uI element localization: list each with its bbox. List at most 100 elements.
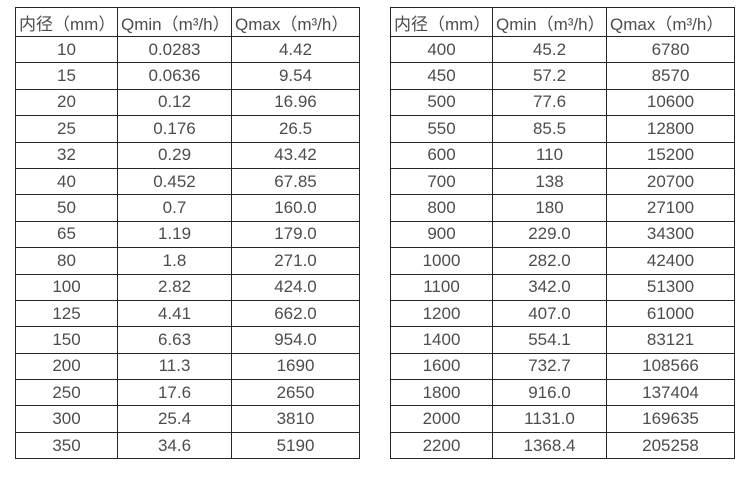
- table-cell: 300: [15, 405, 118, 433]
- table-row: 400 45.2 6780: [390, 35, 735, 64]
- table-cell: 137404: [606, 379, 735, 407]
- table-cell: 662.0: [231, 299, 360, 328]
- table-cell: 25: [15, 115, 118, 143]
- table-cell: 20: [15, 88, 118, 117]
- table-cell: 350: [15, 431, 118, 460]
- table-cell: 43.42: [231, 141, 360, 169]
- table-cell: 554.1: [492, 326, 607, 354]
- table-cell: 6780: [606, 35, 735, 64]
- table-cell: 0.0283: [117, 35, 232, 64]
- table-cell: 271.0: [231, 247, 360, 275]
- table-row: 20 0.12 16.96: [15, 88, 360, 117]
- table-cell: 400: [390, 35, 493, 64]
- table-row: 1800 916.0 137404: [390, 379, 735, 407]
- table-row: 125 4.41 662.0: [15, 299, 360, 328]
- table-cell: 954.0: [231, 326, 360, 354]
- table-cell: 900: [390, 220, 493, 249]
- table-cell: 50: [15, 194, 118, 222]
- table-row: 40 0.452 67.85: [15, 167, 360, 196]
- table-row: 25 0.176 26.5: [15, 115, 360, 143]
- table-cell: 1600: [390, 352, 493, 381]
- flow-table-small-diameters: 内径（mm） Qmin（m³/h） Qmax（m³/h） 10 0.0283 4.4…: [15, 7, 360, 460]
- table-cell: 600: [390, 141, 493, 169]
- table-row: 150 6.63 954.0: [15, 326, 360, 354]
- table-row: 80 1.8 271.0: [15, 247, 360, 275]
- table-cell: 450: [390, 62, 493, 90]
- table-cell: 10: [15, 35, 118, 64]
- table-cell: 110: [492, 141, 607, 169]
- table-cell: 17.6: [117, 379, 232, 407]
- table-cell: 700: [390, 167, 493, 196]
- table-cell: 4.41: [117, 299, 232, 328]
- table-row: 450 57.2 8570: [390, 62, 735, 90]
- table-row: 900 229.0 34300: [390, 220, 735, 249]
- table-row: 1000 282.0 42400: [390, 247, 735, 275]
- table-row: 800 180 27100: [390, 194, 735, 222]
- table-cell: 1690: [231, 352, 360, 381]
- table-cell: 25.4: [117, 405, 232, 433]
- table-row: 10 0.0283 4.42: [15, 35, 360, 64]
- table-cell: 2.82: [117, 273, 232, 301]
- table-cell: 5190: [231, 431, 360, 460]
- table-cell: 1000: [390, 247, 493, 275]
- table-cell: 65: [15, 220, 118, 249]
- table-cell: 83121: [606, 326, 735, 354]
- table-cell: 0.7: [117, 194, 232, 222]
- table-cell: 550: [390, 115, 493, 143]
- table-row: 100 2.82 424.0: [15, 273, 360, 301]
- table-cell: 229.0: [492, 220, 607, 249]
- table-cell: 800: [390, 194, 493, 222]
- header-row: 内径（mm） Qmin（m³/h） Qmax（m³/h）: [390, 7, 735, 37]
- table-cell: 9.54: [231, 62, 360, 90]
- table-row: 250 17.6 2650: [15, 379, 360, 407]
- table-row: 700 138 20700: [390, 167, 735, 196]
- table-cell: 34.6: [117, 431, 232, 460]
- table-cell: 1131.0: [492, 405, 607, 433]
- table-cell: 12800: [606, 115, 735, 143]
- table-cell: 0.0636: [117, 62, 232, 90]
- table-row: 2000 1131.0 169635: [390, 405, 735, 433]
- table-cell: 42400: [606, 247, 735, 275]
- table-cell: 125: [15, 299, 118, 328]
- table-cell: 15: [15, 62, 118, 90]
- table-cell: 732.7: [492, 352, 607, 381]
- table-cell: 34300: [606, 220, 735, 249]
- table-cell: 180: [492, 194, 607, 222]
- col-header-qmax: Qmax（m³/h）: [606, 7, 735, 37]
- table-cell: 1.8: [117, 247, 232, 275]
- table-cell: 916.0: [492, 379, 607, 407]
- table-row: 1600 732.7 108566: [390, 352, 735, 381]
- table-row: 2200 1368.4 205258: [390, 431, 735, 460]
- table-cell: 407.0: [492, 299, 607, 328]
- col-header-diameter: 内径（mm）: [390, 7, 493, 37]
- table-cell: 77.6: [492, 88, 607, 117]
- table-row: 300 25.4 3810: [15, 405, 360, 433]
- table-row: 50 0.7 160.0: [15, 194, 360, 222]
- table-cell: 1.19: [117, 220, 232, 249]
- table-cell: 2650: [231, 379, 360, 407]
- table-cell: 0.29: [117, 141, 232, 169]
- table-cell: 40: [15, 167, 118, 196]
- table-row: 600 110 15200: [390, 141, 735, 169]
- table-cell: 11.3: [117, 352, 232, 381]
- table-cell: 500: [390, 88, 493, 117]
- col-header-diameter: 内径（mm）: [15, 7, 118, 37]
- col-header-qmin: Qmin（m³/h）: [492, 7, 607, 37]
- table-cell: 45.2: [492, 35, 607, 64]
- table-cell: 26.5: [231, 115, 360, 143]
- table-row: 550 85.5 12800: [390, 115, 735, 143]
- table-row: 1100 342.0 51300: [390, 273, 735, 301]
- col-header-qmax: Qmax（m³/h）: [231, 7, 360, 37]
- table-cell: 3810: [231, 405, 360, 433]
- table-row: 15 0.0636 9.54: [15, 62, 360, 90]
- table-cell: 15200: [606, 141, 735, 169]
- table-cell: 424.0: [231, 273, 360, 301]
- table-cell: 20700: [606, 167, 735, 196]
- table-body: 400 45.2 6780 450 57.2 8570 500 77.6 10600 550 85.…: [390, 35, 735, 460]
- table-cell: 4.42: [231, 35, 360, 64]
- table-cell: 0.452: [117, 167, 232, 196]
- table-cell: 1200: [390, 299, 493, 328]
- table-cell: 169635: [606, 405, 735, 433]
- table-row: 32 0.29 43.42: [15, 141, 360, 169]
- table-cell: 80: [15, 247, 118, 275]
